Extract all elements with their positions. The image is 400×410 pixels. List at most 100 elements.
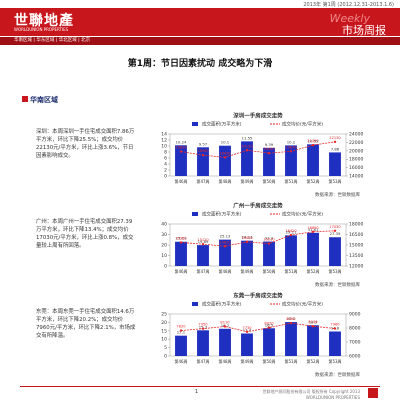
- issue: 2013年 第1周 (2012.12.31-2013.1.6): [303, 2, 394, 8]
- line-point: [201, 153, 205, 157]
- bar-value-label: 9.57: [199, 141, 208, 146]
- line-point: [223, 245, 227, 248]
- x-tick-label: 第53周: [328, 178, 341, 184]
- bar-value-label: 12.1: [177, 330, 186, 335]
- line-value-label: 21350: [307, 139, 319, 143]
- bar-value-label: 10.1: [221, 140, 230, 145]
- line-value-label: 15360: [175, 236, 187, 240]
- weekly: Weekly: [329, 12, 370, 25]
- x-tick-label: 第48周: [218, 268, 231, 274]
- line-point: [267, 242, 271, 245]
- line: [180, 141, 336, 158]
- bar: [241, 141, 253, 176]
- x-tick-label: 第46周: [174, 268, 187, 274]
- plot-frame: [169, 133, 347, 177]
- legend-label: 成交均价(元/平方米): [282, 211, 323, 218]
- line: [180, 230, 336, 247]
- line-value-label: 16890: [307, 226, 319, 230]
- bar: [241, 333, 253, 356]
- y2-tick-label: 18000: [349, 222, 363, 228]
- footer-mark: [368, 388, 378, 398]
- chart-title: 广州一手房成交走势: [233, 202, 283, 210]
- x-tick-label: 第50周: [262, 178, 275, 184]
- line-point: [289, 150, 293, 153]
- bar: [307, 325, 319, 356]
- bar: [263, 147, 275, 176]
- bar: [329, 152, 341, 176]
- bar: [219, 328, 231, 356]
- line-point: [333, 140, 337, 144]
- bar-value-label: 10.2: [287, 139, 296, 144]
- legend-label: 成交均价(元/平方米): [282, 121, 323, 128]
- bar: [197, 245, 209, 266]
- bar-value-label: 9.39: [265, 142, 274, 147]
- bar-value-label: 23.3: [265, 236, 274, 241]
- x-tick-label: 第53周: [328, 358, 341, 364]
- legend-label: 成交均价(元/平方米): [282, 301, 323, 308]
- bar-value-label: 15.3: [199, 324, 208, 329]
- y2-tick-label: 8000: [349, 326, 361, 332]
- chart-title: 深圳一手房成交走势: [233, 112, 283, 120]
- line-value-label: 7950: [198, 323, 208, 327]
- bar-value-label: 10.55: [308, 138, 319, 143]
- bar: [307, 232, 319, 266]
- line-point: [179, 150, 183, 153]
- y-tick-label: 25: [161, 312, 167, 318]
- y-tick-label: 15: [161, 328, 167, 334]
- x-tick-label: 第49周: [240, 268, 253, 274]
- legend-label: 成交面积(万平方米): [202, 211, 242, 218]
- bar-value-label: 19.89: [198, 239, 209, 244]
- x-tick-label: 第50周: [262, 268, 275, 274]
- y2-tick-label: 18000: [349, 157, 363, 163]
- y-tick-label: 0: [164, 264, 167, 270]
- bar: [263, 241, 275, 266]
- plot-frame: [169, 313, 347, 357]
- y-tick-label: 14: [161, 132, 167, 138]
- line-value-label: 19870: [285, 145, 297, 149]
- bar: [329, 237, 341, 266]
- legend-label: 成交面积(万平方米): [202, 301, 242, 308]
- bar: [263, 328, 275, 356]
- source: 数据来源：世联数据库: [315, 193, 360, 198]
- bar: [285, 145, 297, 176]
- line-value-label: 20130: [241, 144, 253, 148]
- y-tick-label: 12: [161, 138, 167, 144]
- line-value-label: 7730: [242, 326, 252, 330]
- line-value-label: 15450: [241, 236, 253, 240]
- x-tick-label: 第51周: [284, 268, 297, 274]
- line-point: [333, 327, 337, 330]
- line-value-label: 8350: [286, 317, 296, 321]
- y2-tick-label: 22000: [349, 140, 363, 146]
- y2-tick-label: 15000: [349, 243, 363, 249]
- line-point: [245, 330, 249, 333]
- y2-tick-label: 9000: [349, 312, 361, 318]
- legend-swatch: [192, 302, 198, 306]
- page-number: 1: [195, 389, 199, 395]
- x-tick-label: 第48周: [218, 358, 231, 364]
- header-band: [0, 8, 400, 36]
- bar-value-label: 31.61: [308, 227, 319, 232]
- title: 第1周：节日因素扰动 成交略为下滑: [127, 59, 273, 69]
- bar-value-label: 11.55: [242, 135, 253, 140]
- bar: [329, 331, 341, 356]
- x-tick-label: 第47周: [196, 178, 209, 184]
- y2-tick-label: 16500: [349, 232, 363, 238]
- nav: 华南区域 | 华东区域 | 华北区域 | 北京: [0, 37, 400, 45]
- line-value-label: 18960: [197, 149, 209, 153]
- y2-tick-label: 16000: [349, 165, 363, 171]
- y-tick-label: 10: [161, 144, 167, 150]
- legend-swatch: [192, 122, 198, 126]
- y-tick-label: 6: [164, 156, 167, 162]
- x-tick-label: 第51周: [284, 358, 297, 364]
- bar: [307, 144, 319, 176]
- line-point: [289, 233, 293, 237]
- bar-value-label: 13.4: [243, 327, 252, 332]
- bar: [241, 240, 253, 266]
- line-point: [267, 151, 271, 155]
- bar-value-label: 25.13: [220, 234, 231, 239]
- bar-value-label: 20.2: [287, 316, 296, 321]
- line-value-label: 7820: [176, 325, 186, 329]
- y-tick-label: 20: [161, 243, 167, 249]
